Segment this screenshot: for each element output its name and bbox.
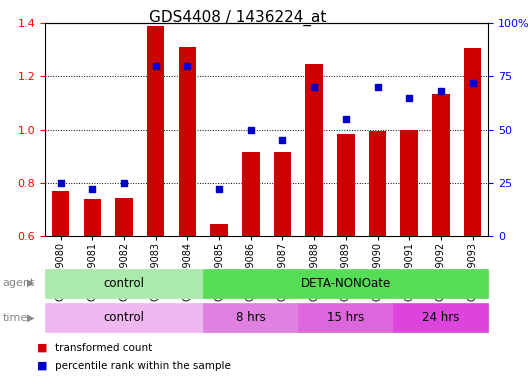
Text: GDS4408 / 1436224_at: GDS4408 / 1436224_at [149, 10, 326, 26]
Point [152, 63, 160, 69]
Text: DETA-NONOate: DETA-NONOate [301, 277, 391, 290]
Bar [432, 94, 450, 236]
Bar [147, 26, 165, 236]
Text: ▶: ▶ [27, 313, 35, 323]
Point [215, 186, 223, 192]
Point [437, 88, 445, 94]
Point [56, 180, 65, 186]
Point [183, 63, 192, 69]
Point [373, 84, 382, 90]
Point [120, 180, 128, 186]
Text: control: control [103, 277, 145, 290]
Text: time: time [3, 313, 28, 323]
Text: control: control [103, 311, 145, 324]
Bar [369, 131, 386, 236]
Bar [274, 152, 291, 236]
Text: ■: ■ [37, 343, 48, 353]
Text: percentile rank within the sample: percentile rank within the sample [55, 361, 231, 371]
Text: ▶: ▶ [27, 278, 35, 288]
Point [247, 126, 255, 132]
Bar [178, 47, 196, 236]
Bar [305, 65, 323, 236]
Text: 24 hrs: 24 hrs [422, 311, 459, 324]
Bar [464, 48, 482, 236]
Text: 8 hrs: 8 hrs [236, 311, 266, 324]
Text: 15 hrs: 15 hrs [327, 311, 364, 324]
Bar [210, 224, 228, 236]
Bar [400, 130, 418, 236]
Point [88, 186, 97, 192]
Bar [52, 191, 69, 236]
Point [342, 116, 350, 122]
Point [405, 94, 413, 101]
Bar [337, 134, 355, 236]
Bar [242, 152, 260, 236]
Point [278, 137, 287, 143]
Bar [115, 197, 133, 236]
Text: ■: ■ [37, 361, 48, 371]
Point [468, 79, 477, 86]
Text: agent: agent [3, 278, 35, 288]
Bar [83, 199, 101, 236]
Point [310, 84, 318, 90]
Text: transformed count: transformed count [55, 343, 153, 353]
